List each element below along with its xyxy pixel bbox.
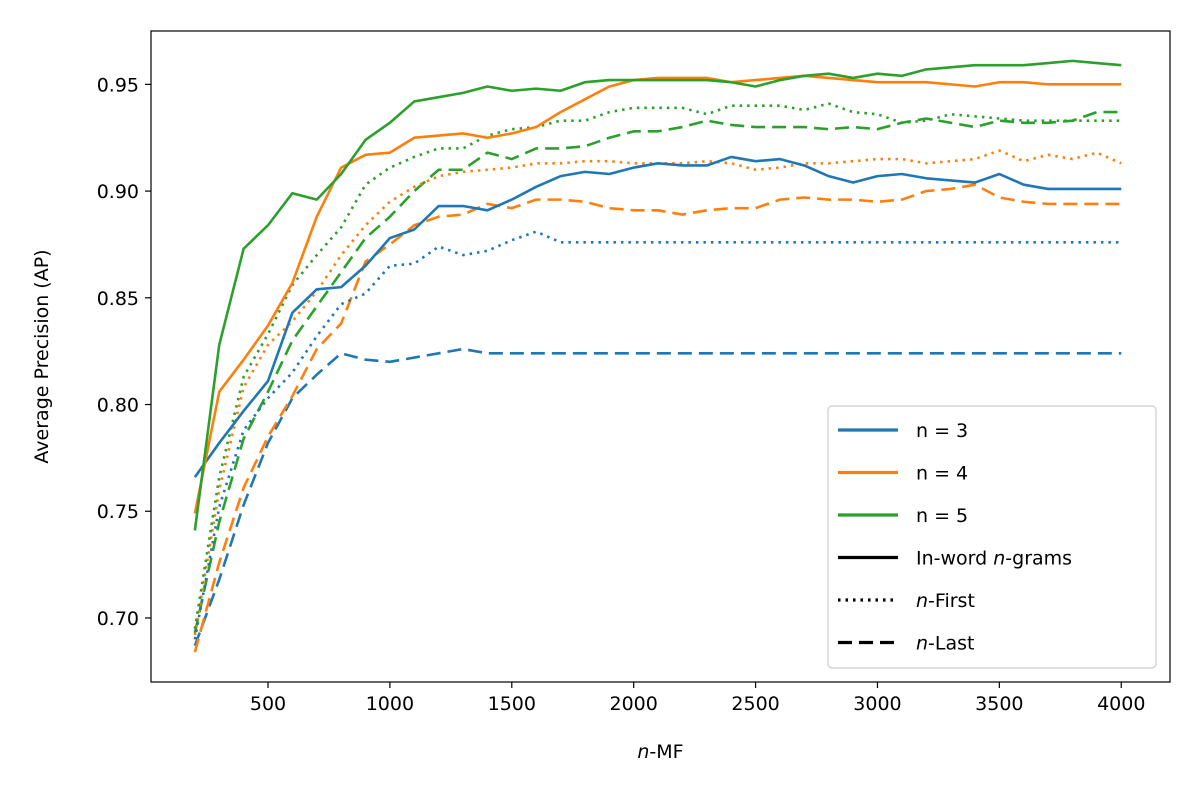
x-tick-label: 2000 [610,693,658,715]
legend-label: n-Last [916,633,974,655]
y-tick-label: 0.85 [97,288,139,310]
legend-label: n-First [916,590,975,612]
x-tick-label: 3000 [853,693,901,715]
series-line-n4-dashed [193,183,1122,653]
x-tick-label: 1500 [488,693,536,715]
plot-frame [150,30,1171,683]
x-tick-label: 1000 [366,693,414,715]
legend-label: n = 5 [916,505,968,527]
y-tick-label: 0.75 [97,501,139,523]
x-tick-label: 2500 [731,693,779,715]
series-layer [193,59,1122,653]
x-tick-label: 500 [250,693,286,715]
series-line-n5-solid [193,59,1122,531]
y-axis: 0.70 0.75 0.80 0.85 0.90 0.95 [97,74,151,630]
legend-label: n = 4 [916,463,968,485]
x-tick-label: 4000 [1097,693,1145,715]
y-tick-label: 0.95 [97,74,139,96]
y-axis-label: Average Precision (AP) [31,249,53,463]
y-tick-label: 0.90 [97,181,139,203]
y-tick-label: 0.70 [97,608,139,630]
series-line-n5-dashed [193,110,1122,634]
x-axis-label: n-MF [637,741,683,763]
x-axis: 500 1000 1500 2000 2500 3000 3500 4000 [250,682,1145,715]
y-tick-label: 0.80 [97,395,139,417]
series-line-n3-dashed [193,347,1122,647]
x-tick-label: 3500 [975,693,1023,715]
legend: n = 3 n = 4 n = 5 In-word n-grams n-First n-L… [827,405,1157,669]
legend-label: n = 3 [916,420,968,442]
series-line-n3-solid [193,155,1122,478]
legend-box [827,405,1157,669]
series-line-n3-dotted [193,230,1122,640]
x-axis-label-rest: -MF [649,741,683,763]
x-axis-label-italic: n [637,741,649,763]
legend-label: In-word n-grams [916,548,1072,570]
